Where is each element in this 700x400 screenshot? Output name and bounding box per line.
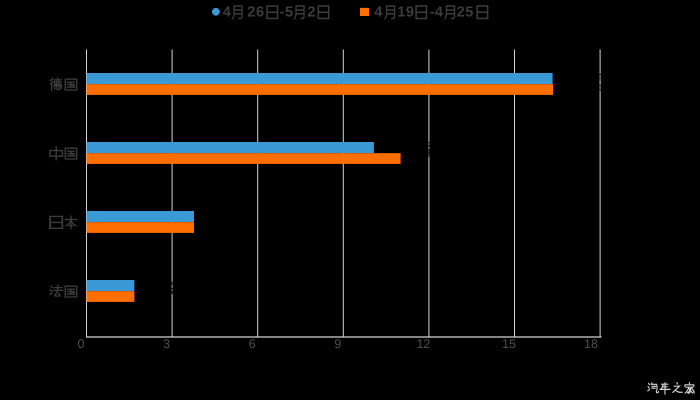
svg-text:6: 6 [249, 337, 256, 351]
svg-text:-: - [280, 5, 285, 21]
svg-text:4: 4 [435, 5, 444, 21]
svg-text:5: 5 [285, 5, 293, 21]
svg-text:12: 12 [416, 337, 430, 351]
svg-text:4: 4 [374, 5, 383, 21]
svg-text:19: 19 [397, 5, 414, 21]
svg-text:18: 18 [584, 337, 598, 351]
svg-text:9: 9 [334, 337, 341, 351]
svg-text:25: 25 [457, 5, 474, 21]
svg-text:-: - [430, 5, 435, 21]
svg-text:2: 2 [307, 5, 315, 21]
svg-text:0: 0 [78, 337, 85, 351]
svg-text:3: 3 [163, 337, 170, 351]
svg-text:15: 15 [502, 337, 516, 351]
svg-text:26: 26 [247, 5, 264, 21]
svg-text:4: 4 [223, 5, 232, 21]
